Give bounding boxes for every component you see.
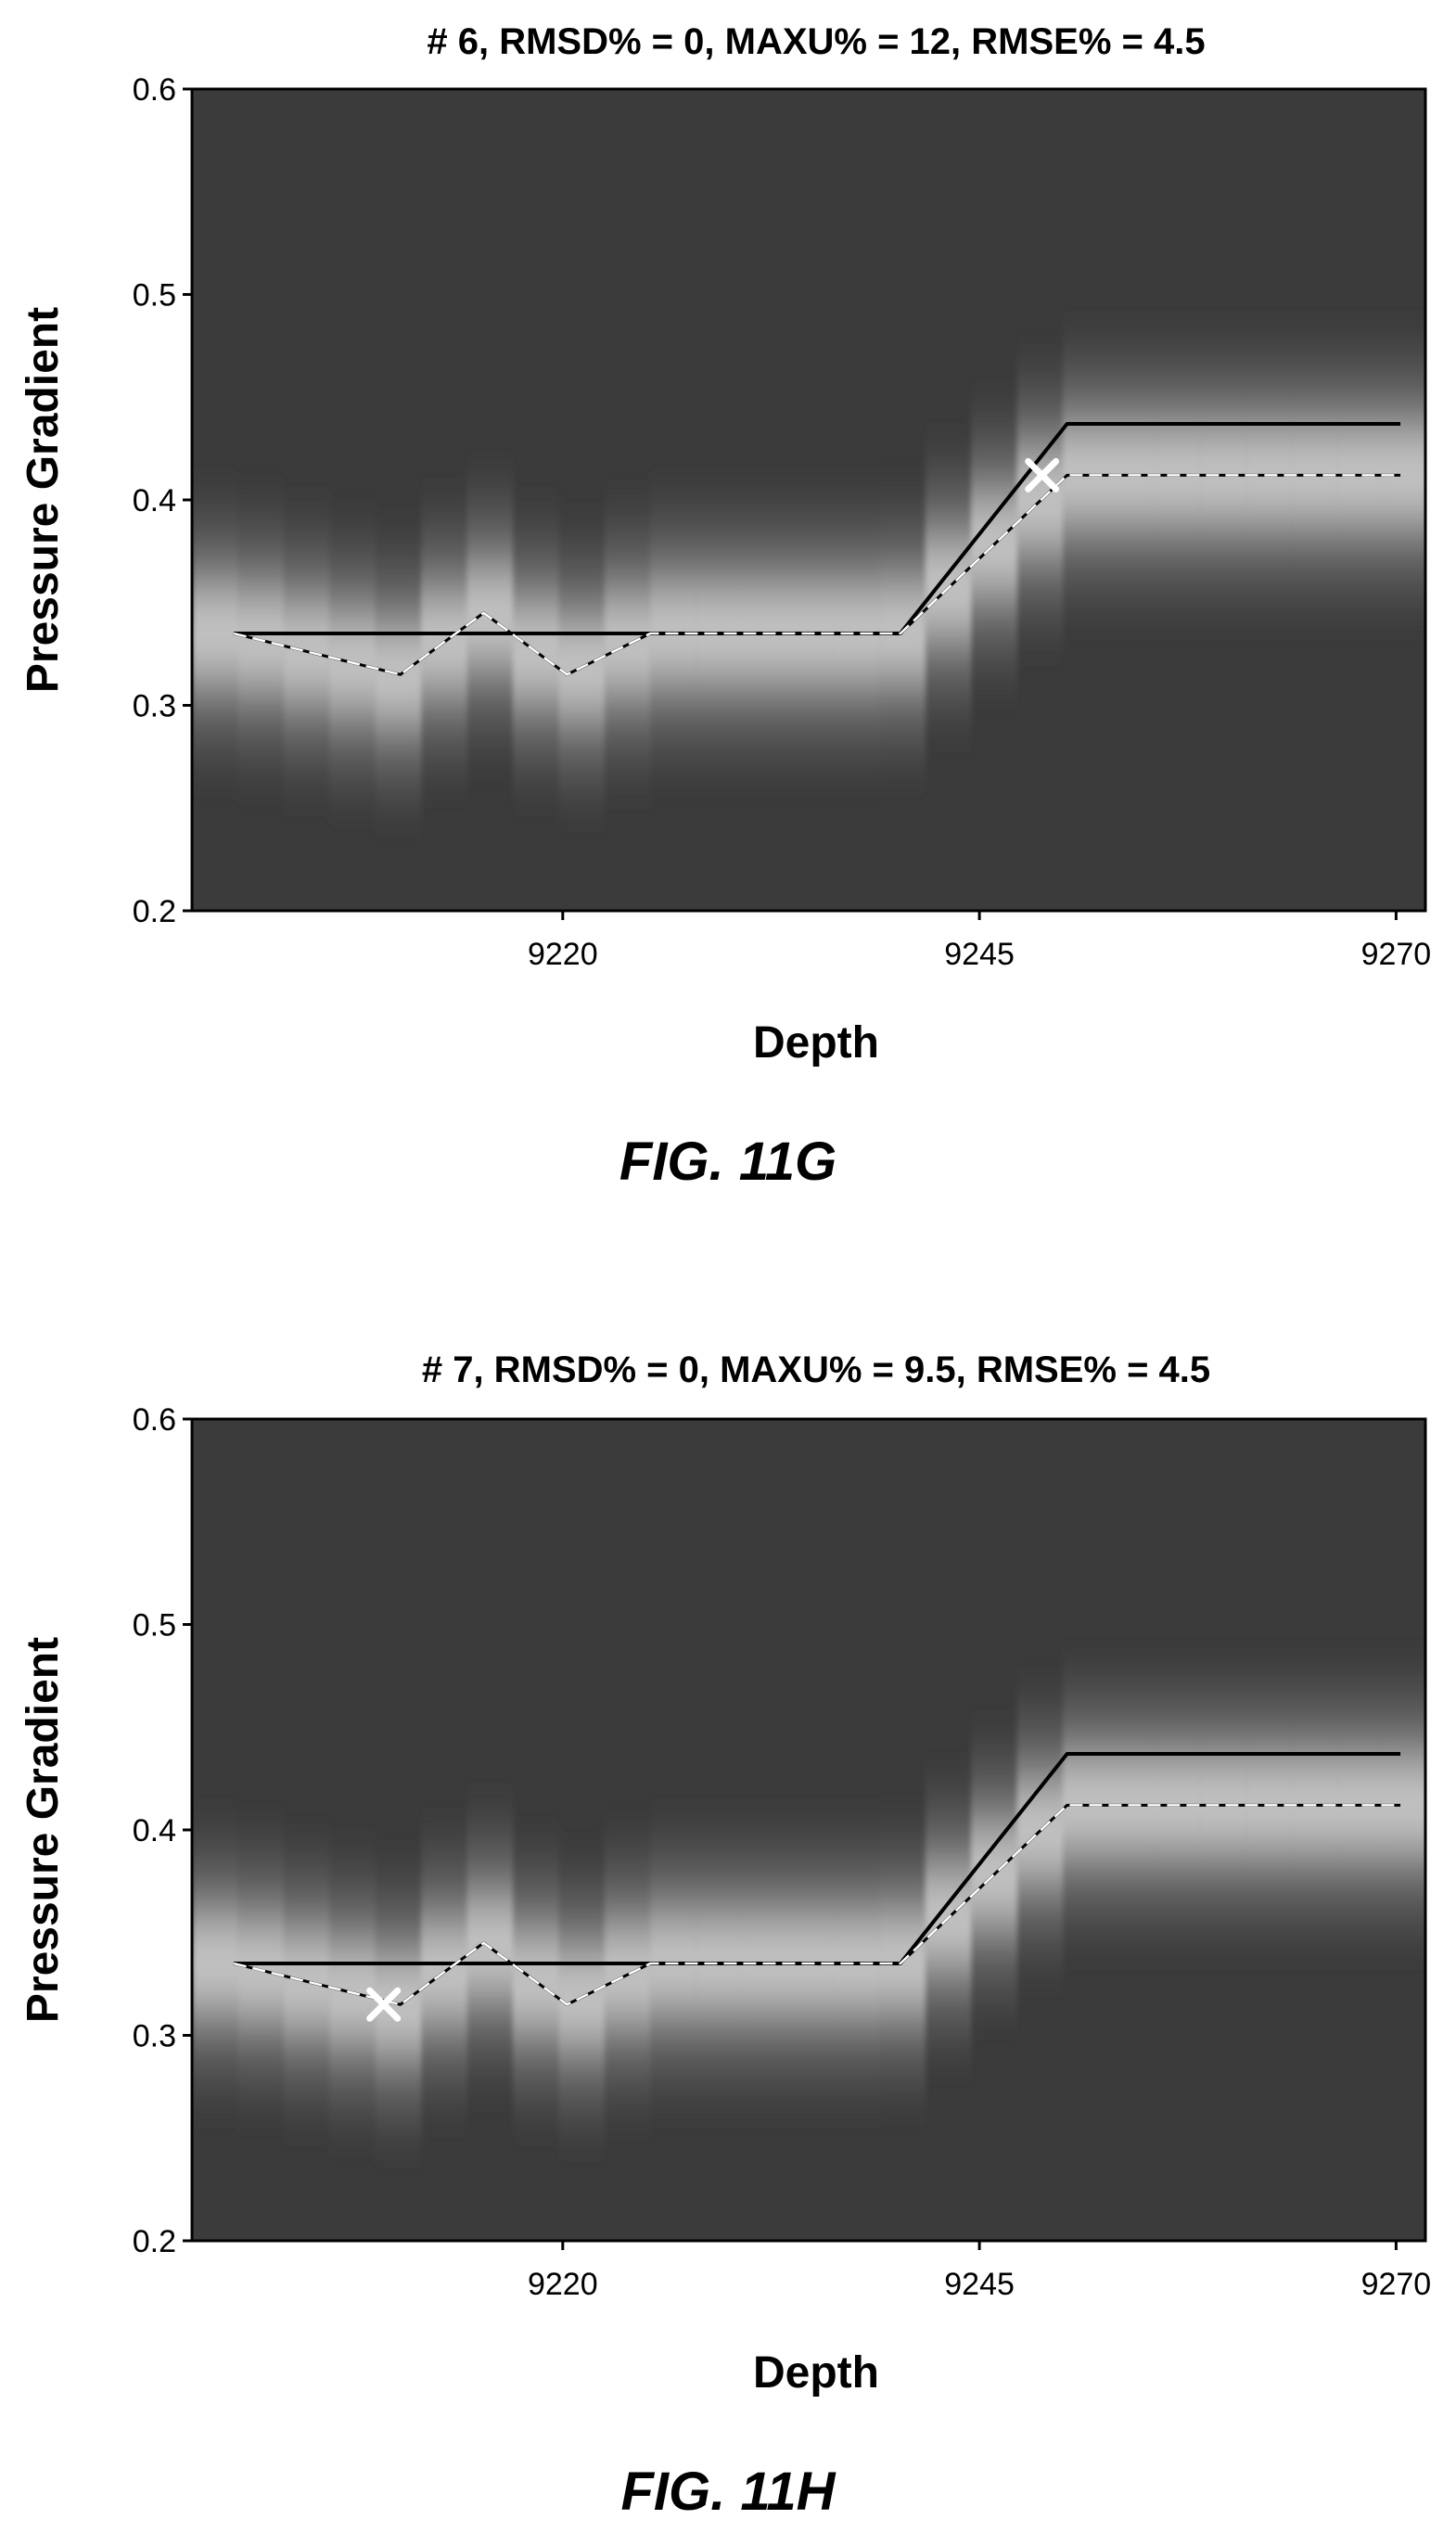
x-axis: 9220 9245 9270 [528, 2241, 1431, 2302]
x-marker-stroke [366, 1987, 402, 2022]
series-dashed-line-base [233, 473, 1401, 676]
y-axis-label: Pressure Gradient [19, 1637, 68, 2023]
y-axis: 0.2 0.3 0.4 0.5 0.6 [133, 72, 192, 929]
y-tick-label: 0.4 [133, 1813, 176, 1848]
series-lines [233, 422, 1401, 676]
y-tick: 0.5 [133, 1608, 192, 1643]
x-tick: 9270 [1361, 2241, 1432, 2302]
y-tick-label: 0.6 [133, 1402, 176, 1438]
y-axis-label: Pressure Gradient [19, 307, 68, 693]
chart-panel-11h: # 7, RMSD% = 0, MAXU% = 9.5, RMSE% = 4.5… [19, 1349, 1431, 2522]
heatmap-cell [192, 1926, 238, 2001]
figure-caption: FIG. 11H [621, 2462, 837, 2522]
y-tick: 0.5 [133, 278, 192, 313]
y-tick: 0.3 [133, 689, 192, 724]
x-tick-label: 9220 [528, 2267, 598, 2302]
x-marker [366, 1987, 402, 2022]
y-tick-label: 0.5 [133, 278, 176, 313]
x-tick-label: 9245 [944, 2267, 1015, 2302]
chart-title: # 6, RMSD% = 0, MAXU% = 12, RMSE% = 4.5 [427, 21, 1205, 62]
x-tick-label: 9270 [1361, 2267, 1432, 2302]
x-tick: 9245 [944, 911, 1015, 972]
y-tick: 0.2 [133, 894, 192, 929]
y-tick: 0.3 [133, 2019, 192, 2054]
y-tick: 0.4 [133, 483, 192, 518]
x-axis-label: Depth [753, 1018, 879, 1068]
chart-panel-11g: # 6, RMSD% = 0, MAXU% = 12, RMSE% = 4.5 … [19, 21, 1431, 1192]
y-tick-label: 0.3 [133, 689, 176, 724]
figure-caption: FIG. 11G [619, 1132, 837, 1192]
x-tick-label: 9220 [528, 937, 598, 972]
y-tick-label: 0.4 [133, 483, 176, 518]
y-tick-label: 0.2 [133, 2224, 176, 2259]
x-tick-label: 9245 [944, 937, 1015, 972]
y-tick-label: 0.3 [133, 2019, 176, 2054]
series-dashed-line-base [233, 1803, 1401, 2006]
plot-area [190, 87, 1427, 913]
y-tick: 0.6 [133, 1402, 192, 1438]
x-tick: 9220 [528, 2241, 598, 2302]
x-marker-stroke [1025, 457, 1060, 492]
x-marker [1025, 457, 1060, 492]
x-axis: 9220 9245 9270 [528, 911, 1431, 972]
x-tick: 9245 [944, 2241, 1015, 2302]
y-tick: 0.2 [133, 2224, 192, 2259]
y-tick-label: 0.6 [133, 72, 176, 108]
y-tick: 0.6 [133, 72, 192, 108]
x-tick: 9220 [528, 911, 598, 972]
x-tick-label: 9270 [1361, 937, 1432, 972]
y-axis: 0.2 0.3 0.4 0.5 0.6 [133, 1402, 192, 2259]
y-tick: 0.4 [133, 1813, 192, 1848]
y-tick-label: 0.5 [133, 1608, 176, 1643]
heatmap-cell [192, 596, 238, 671]
chart-title: # 7, RMSD% = 0, MAXU% = 9.5, RMSE% = 4.5 [422, 1349, 1210, 1390]
y-tick-label: 0.2 [133, 894, 176, 929]
x-tick: 9270 [1361, 911, 1432, 972]
series-lines [233, 1752, 1401, 2006]
plot-area [190, 1417, 1427, 2243]
x-axis-label: Depth [753, 2348, 879, 2398]
